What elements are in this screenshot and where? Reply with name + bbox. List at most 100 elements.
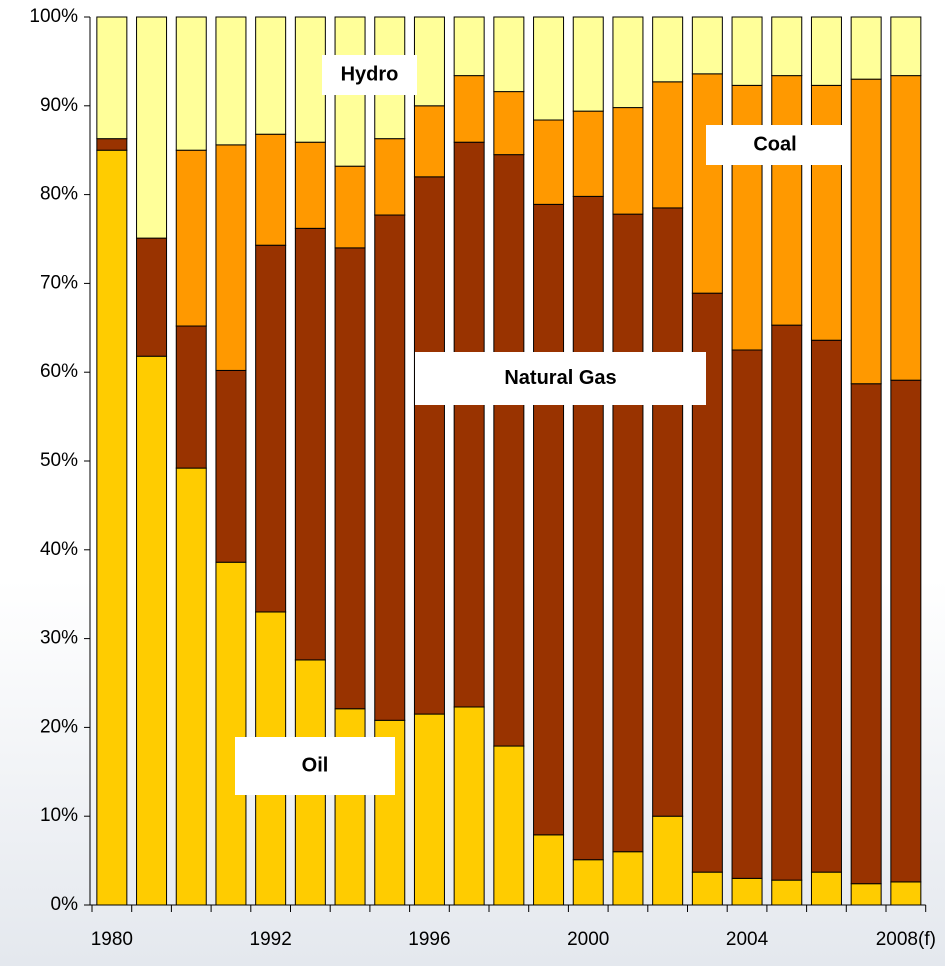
- x-tick-label: 2008(f): [876, 929, 936, 950]
- bar-segment: [453, 16, 485, 77]
- bar-segment: [96, 138, 128, 151]
- bar-segment: [890, 75, 922, 381]
- bar-segment: [453, 141, 485, 708]
- bar-segment: [136, 16, 168, 239]
- label-box: [322, 55, 417, 95]
- bar-segment: [612, 16, 644, 109]
- bar-segment: [294, 227, 326, 661]
- x-tick-label: 1996: [408, 929, 450, 950]
- x-tick-label: 1980: [91, 929, 133, 950]
- bar-segment: [890, 16, 922, 77]
- bar-segment: [175, 467, 207, 906]
- bar-segment: [175, 325, 207, 469]
- bar-segment: [453, 75, 485, 143]
- bar-segment: [850, 883, 882, 906]
- bar-segment: [810, 339, 842, 873]
- bar-segment: [493, 154, 525, 747]
- series-label: Coal: [753, 133, 796, 155]
- bar-segment: [731, 877, 763, 906]
- bar-segment: [215, 144, 247, 371]
- y-tick-label: 50%: [40, 450, 78, 471]
- bar-segment: [493, 91, 525, 156]
- y-tick-label: 40%: [40, 539, 78, 560]
- bar-segment: [612, 107, 644, 215]
- bar-segment: [691, 871, 723, 906]
- bar-segment: [533, 834, 565, 906]
- bar-segment: [334, 165, 366, 249]
- bar-segment: [890, 379, 922, 883]
- bar-segment: [255, 16, 287, 135]
- bar-segment: [850, 383, 882, 885]
- series-label: Natural Gas: [504, 367, 616, 389]
- bar-segment: [255, 244, 287, 613]
- bar-segment: [334, 247, 366, 710]
- bar-segment: [572, 859, 604, 906]
- x-tick-label: 2004: [726, 929, 769, 950]
- bar-segment: [731, 16, 763, 86]
- bar-segment: [136, 355, 168, 906]
- bar-segment: [413, 176, 445, 715]
- bar-segment: [175, 16, 207, 151]
- bar-segment: [612, 851, 644, 906]
- bar-segment: [374, 138, 406, 216]
- bar-segment: [691, 73, 723, 294]
- bar-segment: [850, 16, 882, 80]
- bar-segment: [850, 78, 882, 385]
- bar-segment: [572, 110, 604, 197]
- y-tick-label: 100%: [29, 6, 78, 27]
- bar-segment: [96, 149, 128, 906]
- bar-segment: [533, 16, 565, 121]
- x-tick-label: 1992: [250, 929, 292, 950]
- y-tick-label: 10%: [40, 805, 78, 826]
- series-label: Oil: [302, 754, 329, 776]
- label-box: [706, 125, 844, 165]
- bar-segment: [533, 203, 565, 836]
- bar-segment: [493, 16, 525, 93]
- bar-segment: [413, 713, 445, 906]
- bar-segment: [810, 871, 842, 906]
- bar-segment: [652, 207, 684, 817]
- y-tick-label: 80%: [40, 184, 78, 205]
- bar-segment: [215, 561, 247, 906]
- bar-segment: [255, 133, 287, 246]
- label-box: [235, 737, 395, 795]
- bar-segment: [810, 84, 842, 341]
- bar-segment: [493, 745, 525, 906]
- bar-segment: [572, 195, 604, 861]
- y-tick-label: 30%: [40, 628, 78, 649]
- bar-segment: [96, 16, 128, 140]
- y-tick-label: 90%: [40, 95, 78, 116]
- bar-segment: [453, 706, 485, 906]
- bar-segment: [136, 237, 168, 357]
- y-tick-label: 60%: [40, 361, 78, 382]
- bar-segment: [413, 16, 445, 107]
- bar-segment: [731, 349, 763, 879]
- bar-segment: [413, 105, 445, 178]
- bar-segment: [215, 16, 247, 146]
- bar-segment: [572, 16, 604, 112]
- bar-segment: [652, 815, 684, 906]
- bar-segment: [294, 141, 326, 229]
- bar-segment: [771, 879, 803, 906]
- bar-segment: [771, 324, 803, 881]
- bar-segment: [771, 75, 803, 326]
- bar-segment: [691, 16, 723, 75]
- series-label: Hydro: [341, 63, 399, 85]
- bar-segment: [215, 369, 247, 563]
- bar-segment: [533, 119, 565, 205]
- y-tick-label: 0%: [51, 894, 79, 915]
- bar-segment: [294, 16, 326, 143]
- bar-segment: [652, 81, 684, 209]
- bar-segment: [810, 16, 842, 86]
- label-box: [415, 352, 706, 405]
- y-tick-label: 20%: [40, 716, 78, 737]
- bar-segment: [890, 881, 922, 906]
- bar-segment: [374, 214, 406, 721]
- bar-segment: [612, 213, 644, 853]
- x-tick-label: 2000: [567, 929, 609, 950]
- bar-segment: [652, 16, 684, 83]
- bar-segment: [175, 149, 207, 327]
- y-tick-label: 70%: [40, 272, 78, 293]
- bar-segment: [771, 16, 803, 77]
